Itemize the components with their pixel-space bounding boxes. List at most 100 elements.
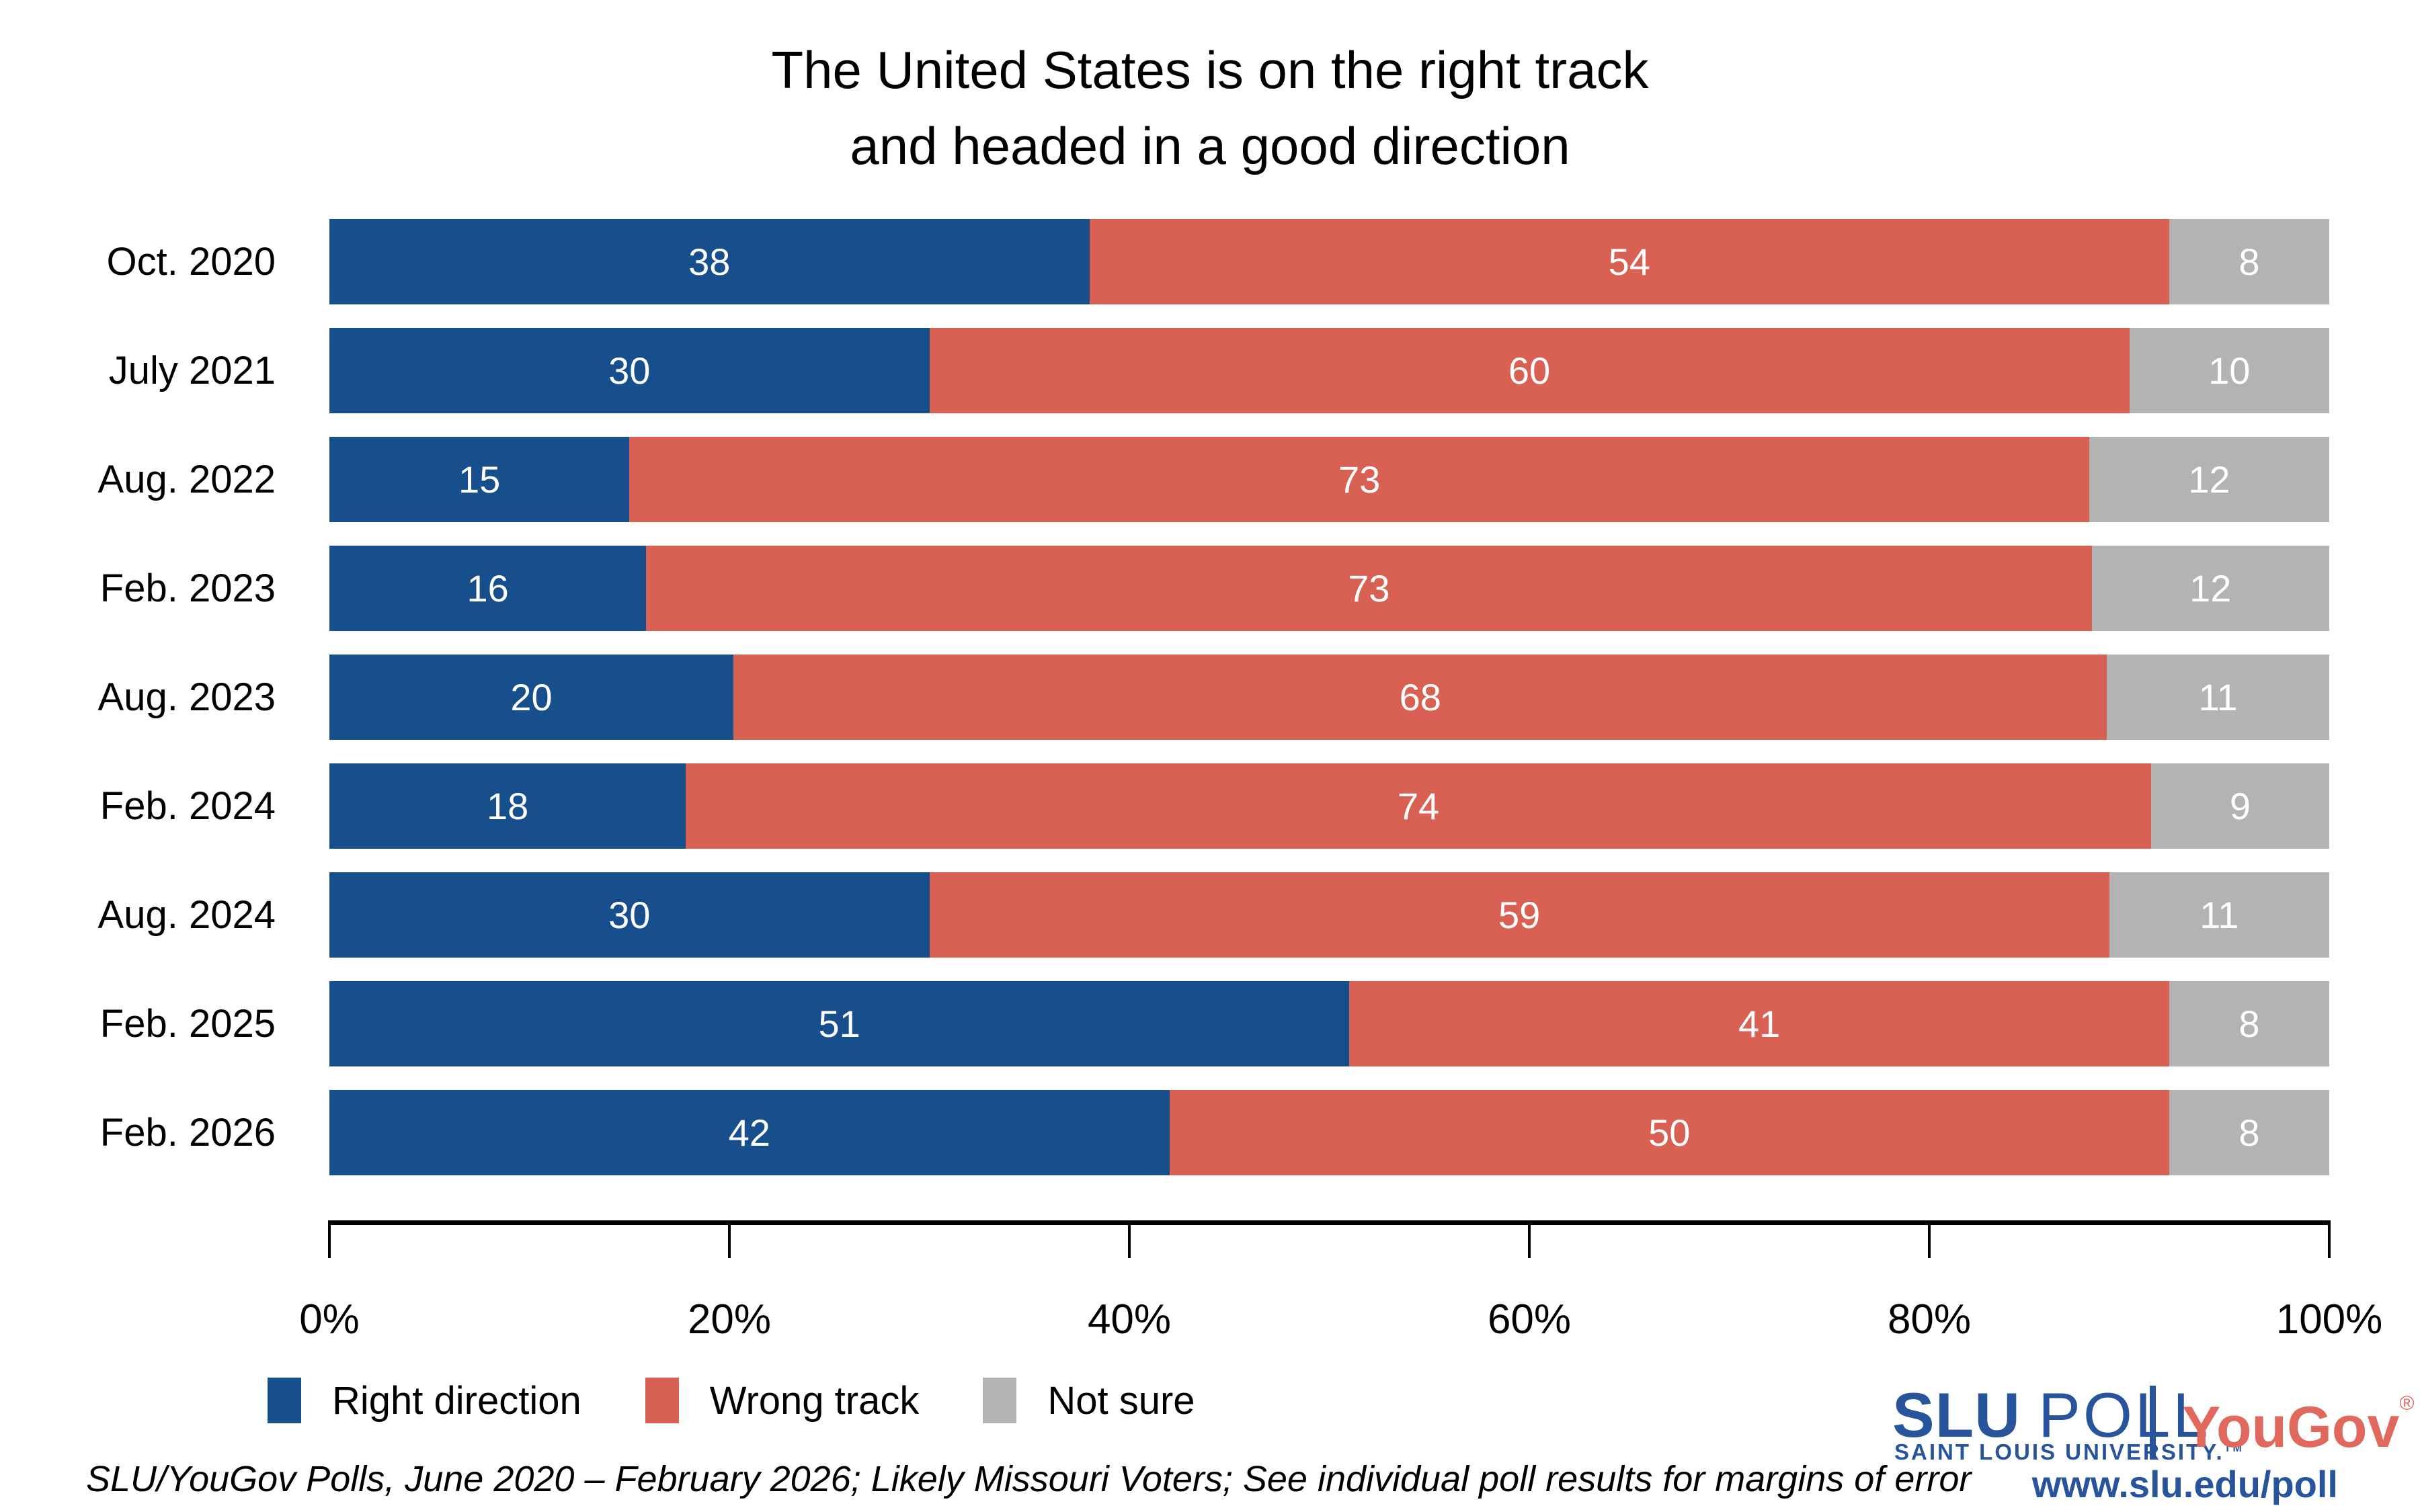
bar-value-label: 41 [1738,1003,1781,1045]
row-label: July 2021 [108,349,276,392]
bar-segment-not-sure: 12 [2089,437,2329,522]
bar-value-label: 18 [486,785,529,827]
bar-segment-wrong-track: 74 [686,763,2151,849]
chart-title-line2: and headed in a good direction [850,116,1570,176]
bar-segment-not-sure: 11 [2107,655,2329,740]
row-label: Feb. 2024 [99,784,276,828]
bar-segment-wrong-track: 50 [1169,1090,2169,1175]
legend-label: Not sure [1047,1378,1195,1423]
axis-tick [1128,1220,1131,1258]
bar-value-label: 74 [1397,785,1440,827]
bar-row: Oct. 2020 38 54 8 [0,219,2420,304]
axis-tick-label: 0% [299,1296,360,1343]
row-label: Aug. 2022 [97,458,276,501]
slu-poll-logo: SLU POLL [1892,1379,2211,1452]
axis-tick-label: 20% [687,1296,772,1343]
chart-title-line1: The United States is on the right track [771,40,1649,99]
bar-row: Feb. 2025 51 41 8 [0,981,2420,1066]
bar-stack: 16 73 12 [329,546,2329,631]
trademark-mark: TM [2224,1443,2244,1454]
legend-item-wrong-track: Wrong track [645,1378,919,1423]
bar-segment-not-sure: 12 [2091,546,2329,631]
bar-segment-wrong-track: 73 [629,437,2089,522]
bar-value-label: 50 [1648,1111,1691,1154]
row-label: Aug. 2023 [97,675,276,719]
bar-value-label: 42 [728,1111,770,1154]
slu-poll-logo-slu: SLU [1892,1380,2021,1450]
axis-tick [1528,1220,1531,1258]
bar-value-label: 16 [467,567,509,610]
bar-segment-right-direction: 15 [329,437,630,522]
registered-mark: ® [2399,1392,2415,1415]
bar-segment-wrong-track: 59 [929,872,2109,958]
legend-item-right-direction: Right direction [268,1378,581,1423]
bar-stack: 42 50 8 [329,1090,2329,1175]
bar-segment-right-direction: 51 [329,981,1350,1066]
bar-value-label: 8 [2238,1003,2260,1045]
row-label: Feb. 2023 [99,566,276,610]
bar-value-label: 11 [2198,676,2238,718]
bar-segment-not-sure: 8 [2169,219,2329,304]
bar-segment-wrong-track: 60 [929,328,2130,413]
yougov-wordmark: YouGov [2182,1395,2400,1460]
axis-tick [2328,1220,2331,1258]
bar-value-label: 8 [2238,1111,2260,1154]
bar-segment-right-direction: 20 [329,655,733,740]
axis-tick [328,1220,331,1258]
bar-value-label: 59 [1498,894,1541,936]
bar-stack: 20 68 11 [329,655,2329,740]
row-label: Oct. 2020 [106,240,276,284]
bar-segment-not-sure: 8 [2169,981,2329,1066]
source-note: SLU/YouGov Polls, June 2020 – February 2… [86,1459,1972,1499]
bar-value-label: 54 [1608,241,1650,283]
legend-swatch-wrong-track [645,1378,679,1423]
bar-segment-wrong-track: 68 [733,655,2107,740]
bar-segment-wrong-track: 73 [646,546,2092,631]
bar-value-label: 11 [2200,894,2239,936]
bar-stack: 18 74 9 [329,763,2329,849]
bar-stack: 38 54 8 [329,219,2329,304]
axis-tick [1928,1220,1931,1258]
bar-segment-right-direction: 38 [329,219,1090,304]
slu-university-wordmark: SAINT LOUIS UNIVERSITY.TM [1894,1439,2244,1465]
bar-segment-right-direction: 42 [329,1090,1170,1175]
chart-title: The United States is on the right track … [0,32,2420,184]
bar-value-label: 60 [1508,349,1551,392]
bar-segment-right-direction: 30 [329,328,930,413]
bar-row: Feb. 2024 18 74 9 [0,763,2420,849]
axis-tick-label: 100% [2275,1296,2383,1343]
logo-divider [2150,1386,2156,1460]
bar-row: Feb. 2023 16 73 12 [0,546,2420,631]
bar-value-label: 15 [458,458,501,501]
row-label: Feb. 2026 [99,1111,276,1154]
legend-item-not-sure: Not sure [983,1378,1195,1423]
bar-value-label: 68 [1399,676,1441,718]
slu-university-text: SAINT LOUIS UNIVERSITY. [1894,1439,2224,1464]
bar-row: Aug. 2022 15 73 12 [0,437,2420,522]
legend-swatch-right-direction [268,1378,301,1423]
bar-value-label: 30 [608,349,651,392]
bar-segment-not-sure: 9 [2150,763,2329,849]
bar-segment-not-sure: 8 [2169,1090,2329,1175]
bar-stack: 30 59 11 [329,872,2329,958]
bar-segment-right-direction: 16 [329,546,647,631]
slu-poll-url: www.slu.edu/poll [2031,1463,2338,1505]
bar-value-label: 51 [818,1003,860,1045]
legend-label: Right direction [332,1378,581,1423]
bar-value-label: 9 [2229,785,2251,827]
row-label: Feb. 2025 [99,1002,276,1046]
bar-stack: 15 73 12 [329,437,2329,522]
bar-segment-not-sure: 10 [2129,328,2329,413]
legend-swatch-not-sure [983,1378,1017,1423]
bar-segment-not-sure: 11 [2109,872,2329,958]
x-axis: 0% 20% 40% 60% 80% 100% [299,1220,2382,1343]
bar-value-label: 30 [608,894,651,936]
axis-tick-label: 80% [1887,1296,1972,1343]
bar-segment-right-direction: 30 [329,872,930,958]
axis-tick-label: 60% [1487,1296,1572,1343]
axis-tick [728,1220,731,1258]
bar-value-label: 38 [688,241,731,283]
bar-value-label: 12 [2188,458,2230,501]
bar-value-label: 8 [2238,241,2260,283]
bar-row: Aug. 2024 30 59 11 [0,872,2420,958]
